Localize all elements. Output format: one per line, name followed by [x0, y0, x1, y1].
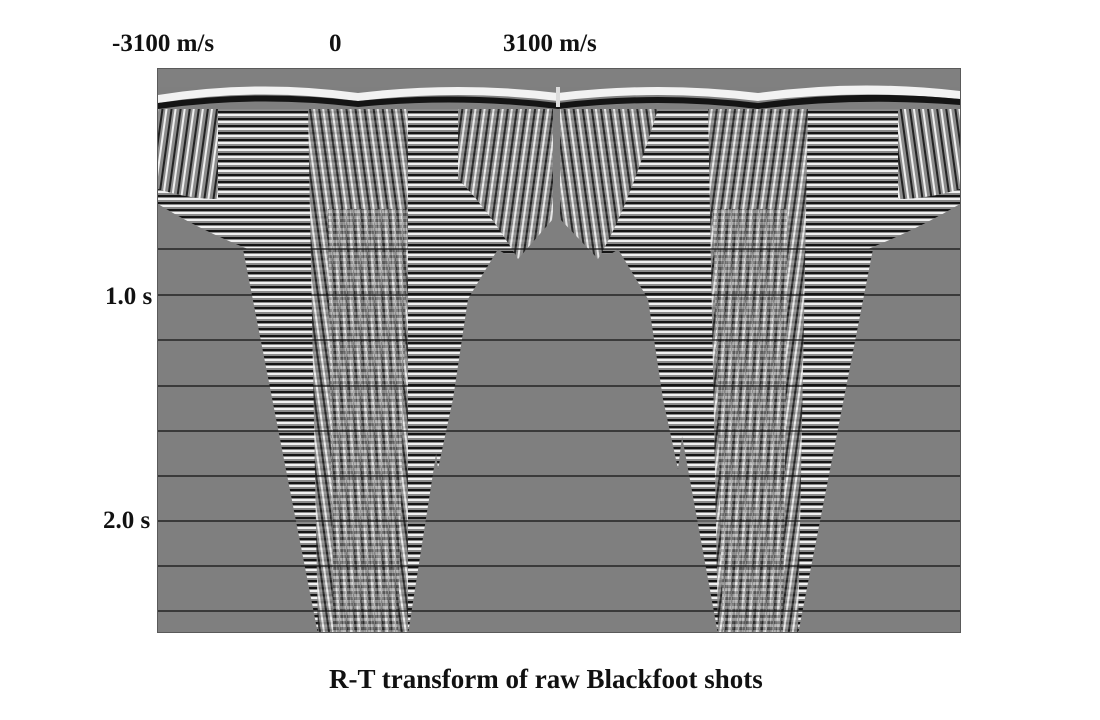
time-gridlines [158, 248, 960, 612]
velocity-label-left: -3100 m/s [112, 30, 215, 57]
velocity-label-center: 0 [329, 30, 342, 57]
rt-panel-2 [560, 109, 960, 632]
time-label-1s: 1.0 s [105, 283, 153, 310]
figure-caption: R-T transform of raw Blackfoot shots [329, 664, 763, 694]
seismic-figure [157, 68, 961, 633]
time-label-2s: 2.0 s [103, 507, 151, 534]
rt-panel-1 [158, 109, 553, 632]
velocity-label-right: 3100 m/s [503, 30, 597, 57]
top-band [158, 69, 960, 87]
seismic-svg [158, 69, 960, 632]
